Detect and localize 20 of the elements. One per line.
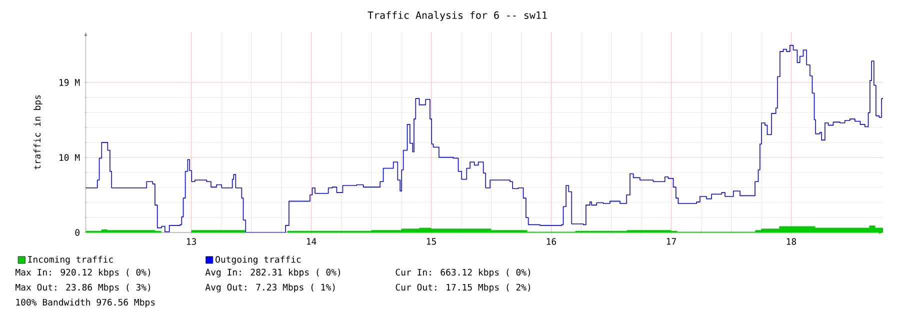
text: Max In: 920.12 kbps ( 0%) bbox=[16, 268, 150, 278]
y-tick-label: 0 bbox=[75, 229, 80, 236]
legend-label: Outgoing traffic bbox=[216, 256, 301, 265]
y-axis-title: traffic in bps bbox=[34, 95, 42, 170]
text: Max Out: 23.86 Mbps ( 3%) bbox=[16, 284, 150, 292]
chart-title: Traffic Analysis for 6 -- sw11 bbox=[368, 11, 547, 21]
x-tick-label: 16 bbox=[546, 238, 556, 245]
text: Avg In: 282.31 kbps ( 0%) bbox=[205, 268, 340, 278]
text: 100% Bandwidth 976.56 Mbps bbox=[16, 298, 155, 308]
legend-label: Incoming traffic bbox=[28, 256, 113, 265]
y-tick-label: 10 M bbox=[60, 154, 80, 161]
x-tick-label: 15 bbox=[426, 238, 436, 245]
x-tick-label: 17 bbox=[666, 238, 676, 245]
x-tick-label: 14 bbox=[306, 238, 316, 245]
text: Cur In: 663.12 kbps ( 0%) bbox=[396, 268, 530, 278]
y-tick-label: 19 M bbox=[60, 79, 80, 86]
text: Avg Out: 7.23 Mbps ( 1%) bbox=[205, 284, 335, 292]
x-tick-label: 18 bbox=[786, 238, 796, 245]
text: Cur Out: 17.15 Mbps ( 2%) bbox=[396, 284, 530, 292]
x-tick-label: 13 bbox=[186, 238, 196, 245]
